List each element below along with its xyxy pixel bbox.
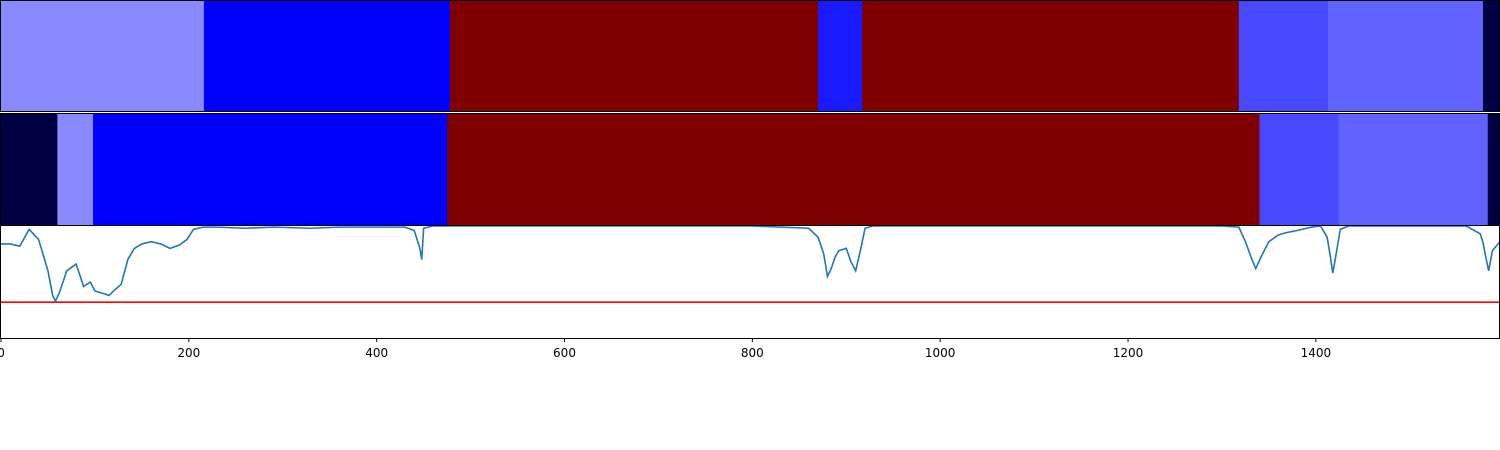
heatmap-segment: [1259, 114, 1339, 225]
heatmap-segment: [93, 114, 448, 225]
heatmap-segment: [449, 1, 819, 111]
x-tick-label: 200: [177, 346, 200, 360]
heatmap-segment: [862, 1, 1240, 111]
x-tick-label: 800: [741, 346, 764, 360]
line-panel-frame: [0, 225, 1500, 339]
heatmap-segment: [1483, 1, 1500, 111]
x-tick-label: 400: [365, 346, 388, 360]
heatmap-track-middle: [1, 114, 1500, 225]
x-tick-label: 0: [0, 346, 5, 360]
x-tick-label: 1200: [1113, 346, 1144, 360]
heatmap-segment: [818, 1, 863, 111]
x-axis: 0 200 400 600 800 1000 1200 1400: [0, 338, 1331, 360]
line-panel: [1, 226, 1499, 303]
heatmap-segment: [1328, 1, 1484, 111]
x-tick-label: 600: [553, 346, 576, 360]
x-tick-label: 1000: [925, 346, 956, 360]
heatmap-segment: [1, 114, 58, 225]
heatmap-segment: [1, 1, 205, 111]
heatmap-segment: [1338, 114, 1489, 225]
x-tick-label: 1400: [1301, 346, 1332, 360]
heatmap-track-top: [1, 1, 1500, 111]
series-line: [1, 226, 1499, 303]
heatmap-segment: [447, 114, 1261, 225]
heatmap-segment: [1238, 1, 1329, 111]
heatmap-segment: [57, 114, 94, 225]
heatmap-segment: [203, 1, 451, 111]
heatmap-segment: [1487, 114, 1500, 225]
